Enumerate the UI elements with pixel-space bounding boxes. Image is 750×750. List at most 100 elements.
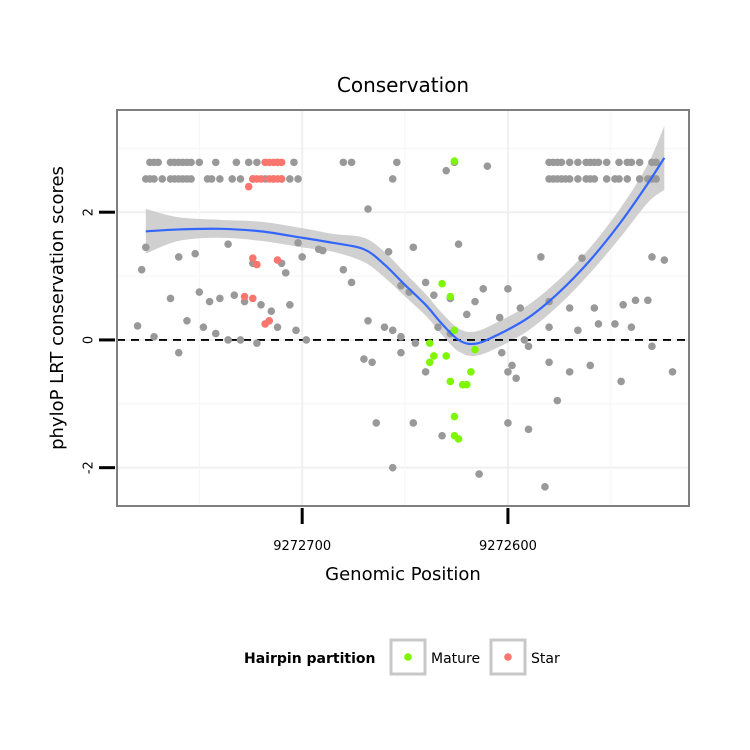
point-other	[615, 158, 623, 167]
point-other	[292, 326, 300, 335]
legend-title: Hairpin partition	[244, 651, 375, 667]
point-other	[619, 301, 627, 309]
point-other	[294, 239, 302, 247]
point-other	[187, 158, 195, 167]
point-mature	[450, 412, 459, 421]
point-other	[545, 323, 553, 331]
point-other	[438, 431, 446, 440]
point-other	[648, 253, 656, 261]
point-other	[133, 322, 142, 330]
chart-title: Conservation	[337, 73, 469, 97]
point-other	[565, 175, 574, 183]
point-other	[578, 254, 586, 262]
point-other	[541, 483, 549, 491]
point-other	[368, 358, 376, 367]
point-other	[267, 307, 276, 315]
legend-label-mature: Mature	[431, 651, 480, 667]
point-other	[137, 265, 146, 274]
point-other	[158, 175, 167, 183]
legend: Hairpin partition Mature Star	[244, 638, 560, 676]
point-other	[497, 348, 506, 357]
point-other	[668, 368, 677, 376]
point-other	[590, 304, 599, 312]
point-other	[660, 256, 669, 264]
point-other	[397, 348, 405, 357]
point-other	[166, 294, 175, 303]
point-other	[224, 336, 232, 344]
point-other	[495, 313, 504, 322]
legend-entry-mature: Mature	[389, 638, 480, 676]
point-mature	[446, 377, 455, 386]
point-other	[479, 285, 488, 293]
y-axis-title: phyloP LRT conservation scores	[47, 166, 68, 450]
point-other	[211, 329, 220, 338]
y-tick-label: 2	[82, 208, 97, 216]
point-other	[388, 175, 397, 183]
y-tick-label: 0	[82, 336, 97, 344]
point-other	[294, 175, 302, 183]
point-other	[652, 158, 660, 167]
point-other	[286, 301, 294, 309]
point-other	[211, 158, 220, 167]
point-other	[347, 278, 356, 287]
point-other	[574, 326, 582, 335]
point-other	[524, 342, 533, 351]
point-other	[286, 175, 294, 183]
smooth-line-layer	[145, 157, 666, 346]
point-other	[174, 253, 183, 261]
point-other	[617, 377, 625, 386]
point-other	[615, 175, 623, 183]
point-other	[372, 419, 381, 427]
point-other	[380, 323, 389, 331]
point-other	[195, 288, 204, 296]
point-other	[339, 265, 348, 274]
point-other	[565, 368, 574, 376]
point-other	[224, 240, 232, 248]
point-other	[257, 301, 265, 309]
point-other	[537, 253, 545, 261]
point-other	[183, 316, 191, 325]
point-mature	[450, 157, 459, 165]
point-other	[393, 158, 401, 167]
x-axis: 9272700 9272600	[273, 508, 537, 554]
point-other	[590, 175, 599, 183]
panel-background	[117, 110, 689, 506]
points-layer	[133, 157, 677, 491]
point-other	[174, 348, 183, 357]
point-other	[516, 304, 525, 312]
panel-border	[116, 109, 690, 507]
point-other	[236, 175, 245, 183]
point-other	[360, 355, 368, 363]
point-other	[397, 332, 405, 341]
point-other	[187, 175, 195, 183]
point-star	[248, 294, 257, 303]
point-other	[281, 269, 290, 277]
legend-marker-mature	[404, 653, 412, 661]
point-other	[199, 323, 208, 331]
point-other	[384, 247, 393, 256]
point-other	[154, 158, 162, 167]
point-other	[409, 243, 418, 252]
point-other	[364, 316, 372, 325]
point-other	[644, 296, 652, 305]
point-other	[388, 326, 397, 335]
point-mature	[471, 345, 479, 354]
point-mature	[425, 339, 434, 347]
point-other	[302, 336, 311, 344]
point-other	[586, 361, 595, 370]
point-other	[232, 158, 241, 167]
point-other	[150, 332, 158, 341]
point-star	[240, 292, 249, 301]
point-other	[421, 368, 430, 376]
point-other	[454, 240, 463, 248]
point-other	[347, 158, 356, 167]
point-mature	[450, 326, 459, 335]
point-other	[545, 358, 553, 367]
point-other	[627, 323, 636, 331]
gridlines	[117, 110, 689, 506]
point-star	[277, 175, 286, 183]
point-other	[594, 320, 603, 328]
point-other	[631, 296, 640, 305]
point-other	[411, 339, 420, 347]
point-star	[248, 254, 257, 262]
